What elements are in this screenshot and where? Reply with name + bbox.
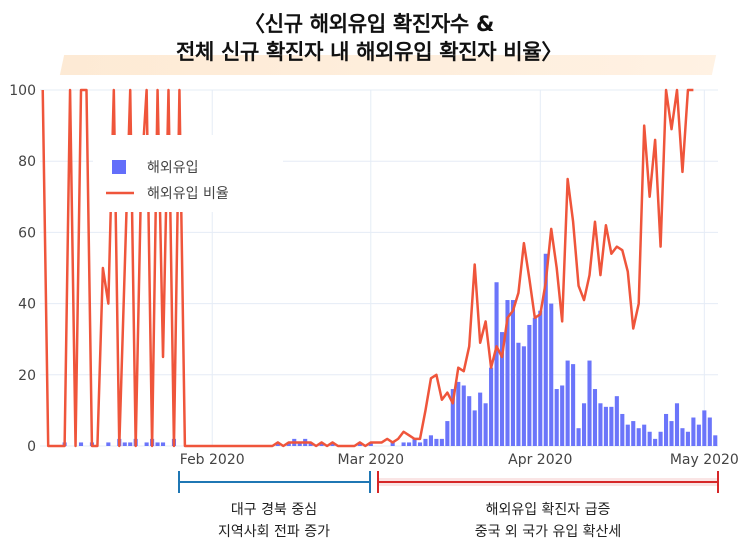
y-tick-label: 40 [18, 297, 36, 313]
y-tick-label: 80 [18, 154, 36, 170]
bar [702, 410, 707, 446]
bar [330, 442, 335, 446]
title-area: 〈신규 해외유입 확진자수 & 전체 신규 확진자 내 해외유입 확진자 비율〉 [0, 0, 738, 80]
bar [286, 442, 291, 446]
legend-label-bar: 해외유입 [147, 160, 199, 176]
bar [407, 442, 412, 446]
bar [106, 442, 111, 446]
bar [571, 364, 576, 446]
bar [494, 282, 499, 446]
bar [308, 442, 313, 446]
y-tick-label: 100 [9, 83, 36, 99]
bar [696, 424, 701, 446]
bar [434, 438, 439, 446]
y-tick-label: 20 [18, 368, 36, 384]
bar [631, 421, 636, 446]
bar [713, 435, 718, 446]
bar [538, 310, 543, 446]
bar [560, 385, 565, 446]
bar [155, 442, 160, 446]
line-series-ratio [41, 88, 694, 448]
bar [122, 442, 127, 446]
bar [319, 442, 324, 446]
bar [510, 300, 516, 446]
bar [691, 417, 696, 446]
bar [467, 396, 472, 446]
bar [78, 442, 84, 446]
chart-svg: 0 20 40 60 80 100 Feb 2020 Mar 2020 Apr 2020 May … [9, 83, 738, 540]
bar [456, 381, 461, 446]
bar [357, 442, 362, 446]
bar [417, 442, 423, 446]
legend-label-line: 해외유입 비율 [147, 186, 229, 202]
bar [664, 413, 669, 446]
bar [576, 428, 581, 446]
bar [554, 389, 559, 446]
x-tick-label: Feb 2020 [180, 452, 245, 468]
bar [647, 431, 652, 446]
bar [144, 442, 149, 446]
bar [636, 428, 641, 446]
chart-title-line-1: 〈신규 해외유입 확진자수 & [244, 12, 494, 36]
x-tick-label: Apr 2020 [508, 452, 572, 468]
bar [625, 424, 630, 446]
bar [401, 442, 406, 446]
bar [160, 442, 166, 446]
bar [680, 428, 685, 446]
bar [592, 389, 598, 446]
bar [532, 317, 537, 446]
bar [565, 360, 570, 446]
bar [516, 342, 521, 446]
bar [642, 424, 647, 446]
bar [603, 406, 608, 446]
bar [489, 367, 494, 446]
annotation-imported-line-1: 해외유입 확진자 급증 [486, 502, 611, 518]
bar [275, 442, 280, 446]
bar [543, 253, 548, 446]
bar [581, 403, 587, 446]
bar [674, 403, 680, 446]
x-tick-label: May 2020 [670, 452, 738, 468]
bar [483, 403, 488, 446]
bar [472, 410, 477, 446]
bar [598, 403, 603, 446]
bar [614, 396, 619, 446]
bar [653, 438, 658, 446]
legend-swatch-bar [112, 160, 126, 174]
bar [450, 389, 455, 446]
annotation-daegu-line-2: 지역사회 전파 증가 [218, 524, 330, 540]
chart-title-line-2: 전체 신규 확진자 내 해외유입 확진자 비율〉 [175, 40, 563, 64]
bar [685, 431, 690, 446]
bar [445, 421, 450, 446]
bar [527, 324, 532, 446]
bar [461, 385, 466, 446]
bar [707, 417, 712, 446]
bar [609, 406, 614, 446]
y-tick-label: 60 [18, 225, 36, 241]
y-tick-label: 0 [27, 439, 36, 455]
bar [658, 431, 663, 446]
bar [499, 332, 505, 446]
bar [505, 300, 510, 446]
x-tick-label: Mar 2020 [338, 452, 405, 468]
annotation-imported-line-2: 중국 외 국가 유입 확산세 [475, 524, 622, 540]
bar [412, 438, 417, 446]
bar [521, 346, 526, 446]
bar [128, 442, 133, 446]
bar [297, 442, 302, 446]
bar [669, 421, 674, 446]
bar [587, 360, 592, 446]
bar [620, 413, 625, 446]
bar [428, 435, 433, 446]
bar [549, 303, 554, 446]
bar [439, 438, 444, 446]
annotation-daegu-line-1: 대구 경북 중심 [231, 502, 317, 518]
bar [368, 442, 373, 446]
bar [423, 438, 428, 446]
bar [390, 442, 395, 446]
bar [478, 392, 483, 446]
